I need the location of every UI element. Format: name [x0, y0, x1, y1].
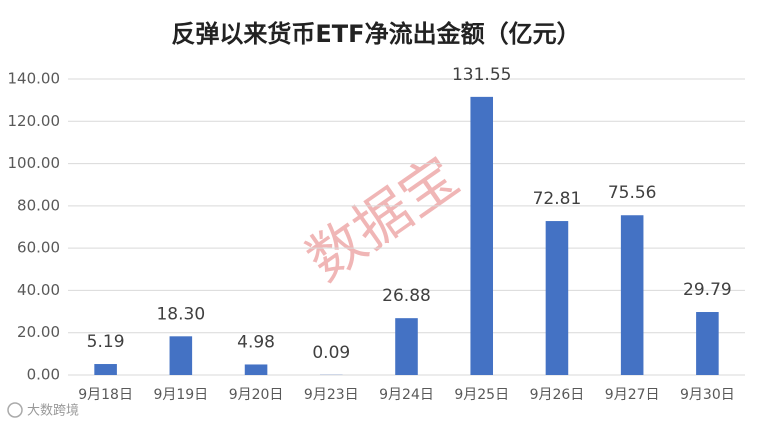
- y-tick-label: 0.00: [27, 366, 60, 384]
- value-label: 4.98: [237, 332, 275, 352]
- value-label: 75.56: [608, 183, 657, 203]
- y-tick-label: 100.00: [8, 154, 61, 172]
- value-label: 18.30: [156, 304, 205, 324]
- y-tick-label: 40.00: [17, 281, 60, 299]
- x-tick-label: 9月24日: [379, 387, 434, 403]
- bar: [169, 336, 193, 375]
- y-tick-label: 140.00: [8, 70, 61, 88]
- value-label: 0.09: [312, 343, 350, 363]
- logo-text: 大数跨境: [27, 404, 79, 419]
- value-label: 131.55: [452, 65, 511, 85]
- bar: [545, 221, 569, 375]
- x-tick-label: 9月18日: [78, 387, 133, 403]
- y-tick-label: 20.00: [17, 323, 60, 341]
- bar: [395, 318, 418, 375]
- y-tick-label: 80.00: [17, 196, 60, 214]
- y-tick-label: 60.00: [17, 239, 60, 257]
- value-label: 72.81: [533, 189, 582, 209]
- chart-title: 反弹以来货币ETF净流出金额（亿元）: [171, 20, 580, 48]
- bar: [244, 364, 268, 375]
- bar: [470, 96, 494, 375]
- x-tick-label: 9月26日: [530, 387, 585, 403]
- x-tick-label: 9月27日: [605, 387, 660, 403]
- value-label: 5.19: [87, 332, 125, 352]
- logo-icon: [7, 402, 23, 418]
- bar: [94, 364, 117, 375]
- value-label: 29.79: [683, 280, 732, 300]
- value-label: 26.88: [382, 286, 431, 306]
- bar: [696, 312, 719, 375]
- x-tick-label: 9月25日: [454, 387, 509, 403]
- x-tick-label: 9月23日: [304, 387, 359, 403]
- watermark: 数据宝: [296, 144, 471, 294]
- x-tick-label: 9月20日: [229, 387, 284, 403]
- x-tick-label: 9月30日: [680, 387, 735, 403]
- y-tick-label: 120.00: [8, 112, 61, 130]
- bar: [620, 215, 644, 375]
- x-tick-label: 9月19日: [153, 387, 208, 403]
